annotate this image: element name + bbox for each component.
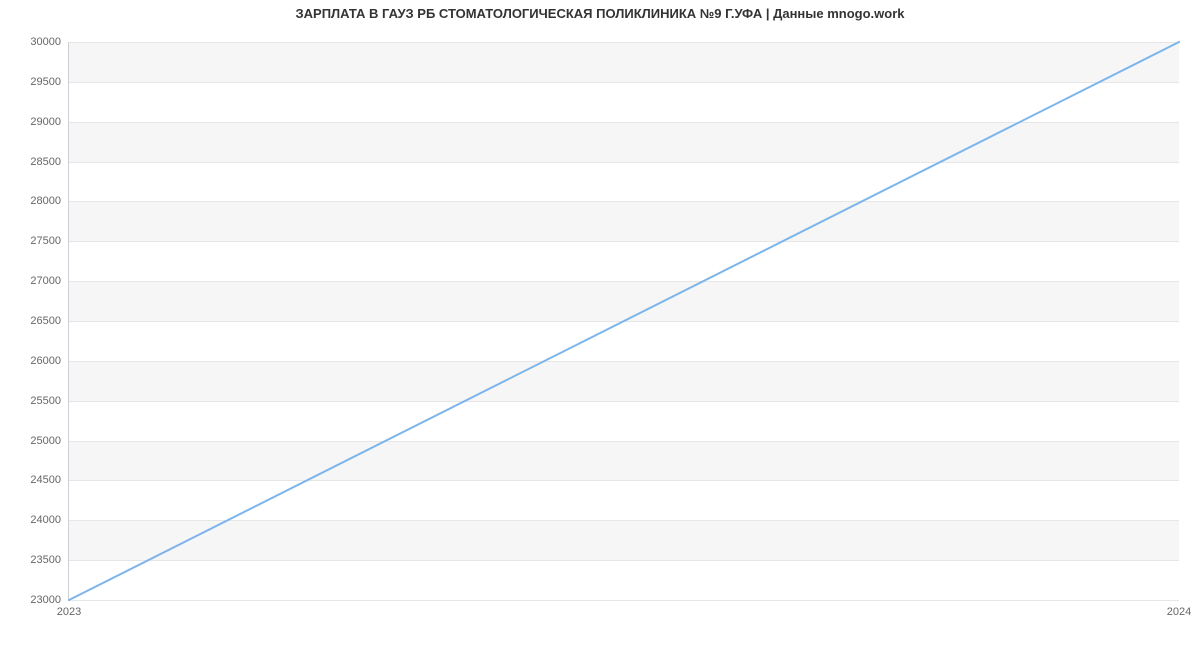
y-tick-label: 23000 (30, 594, 61, 606)
y-tick-label: 25500 (30, 395, 61, 407)
series-line-salary (69, 42, 1179, 600)
chart-title: ЗАРПЛАТА В ГАУЗ РБ СТОМАТОЛОГИЧЕСКАЯ ПОЛ… (0, 6, 1200, 21)
y-tick-label: 24000 (30, 514, 61, 526)
series-layer (69, 42, 1179, 600)
y-tick-label: 27500 (30, 235, 61, 247)
y-tick-label: 27000 (30, 275, 61, 287)
y-tick-label: 24500 (30, 474, 61, 486)
y-tick-label: 25000 (30, 435, 61, 447)
salary-line-chart: ЗАРПЛАТА В ГАУЗ РБ СТОМАТОЛОГИЧЕСКАЯ ПОЛ… (0, 0, 1200, 650)
x-tick-label: 2023 (57, 606, 81, 618)
y-tick-label: 29500 (30, 76, 61, 88)
y-tick-label: 28000 (30, 195, 61, 207)
y-tick-label: 23500 (30, 554, 61, 566)
y-grid-line (69, 600, 1179, 601)
y-tick-label: 29000 (30, 116, 61, 128)
plot-area: 2300023500240002450025000255002600026500… (68, 42, 1179, 601)
y-tick-label: 28500 (30, 156, 61, 168)
x-tick-label: 2024 (1167, 606, 1191, 618)
y-tick-label: 26500 (30, 315, 61, 327)
y-tick-label: 26000 (30, 355, 61, 367)
y-tick-label: 30000 (30, 36, 61, 48)
